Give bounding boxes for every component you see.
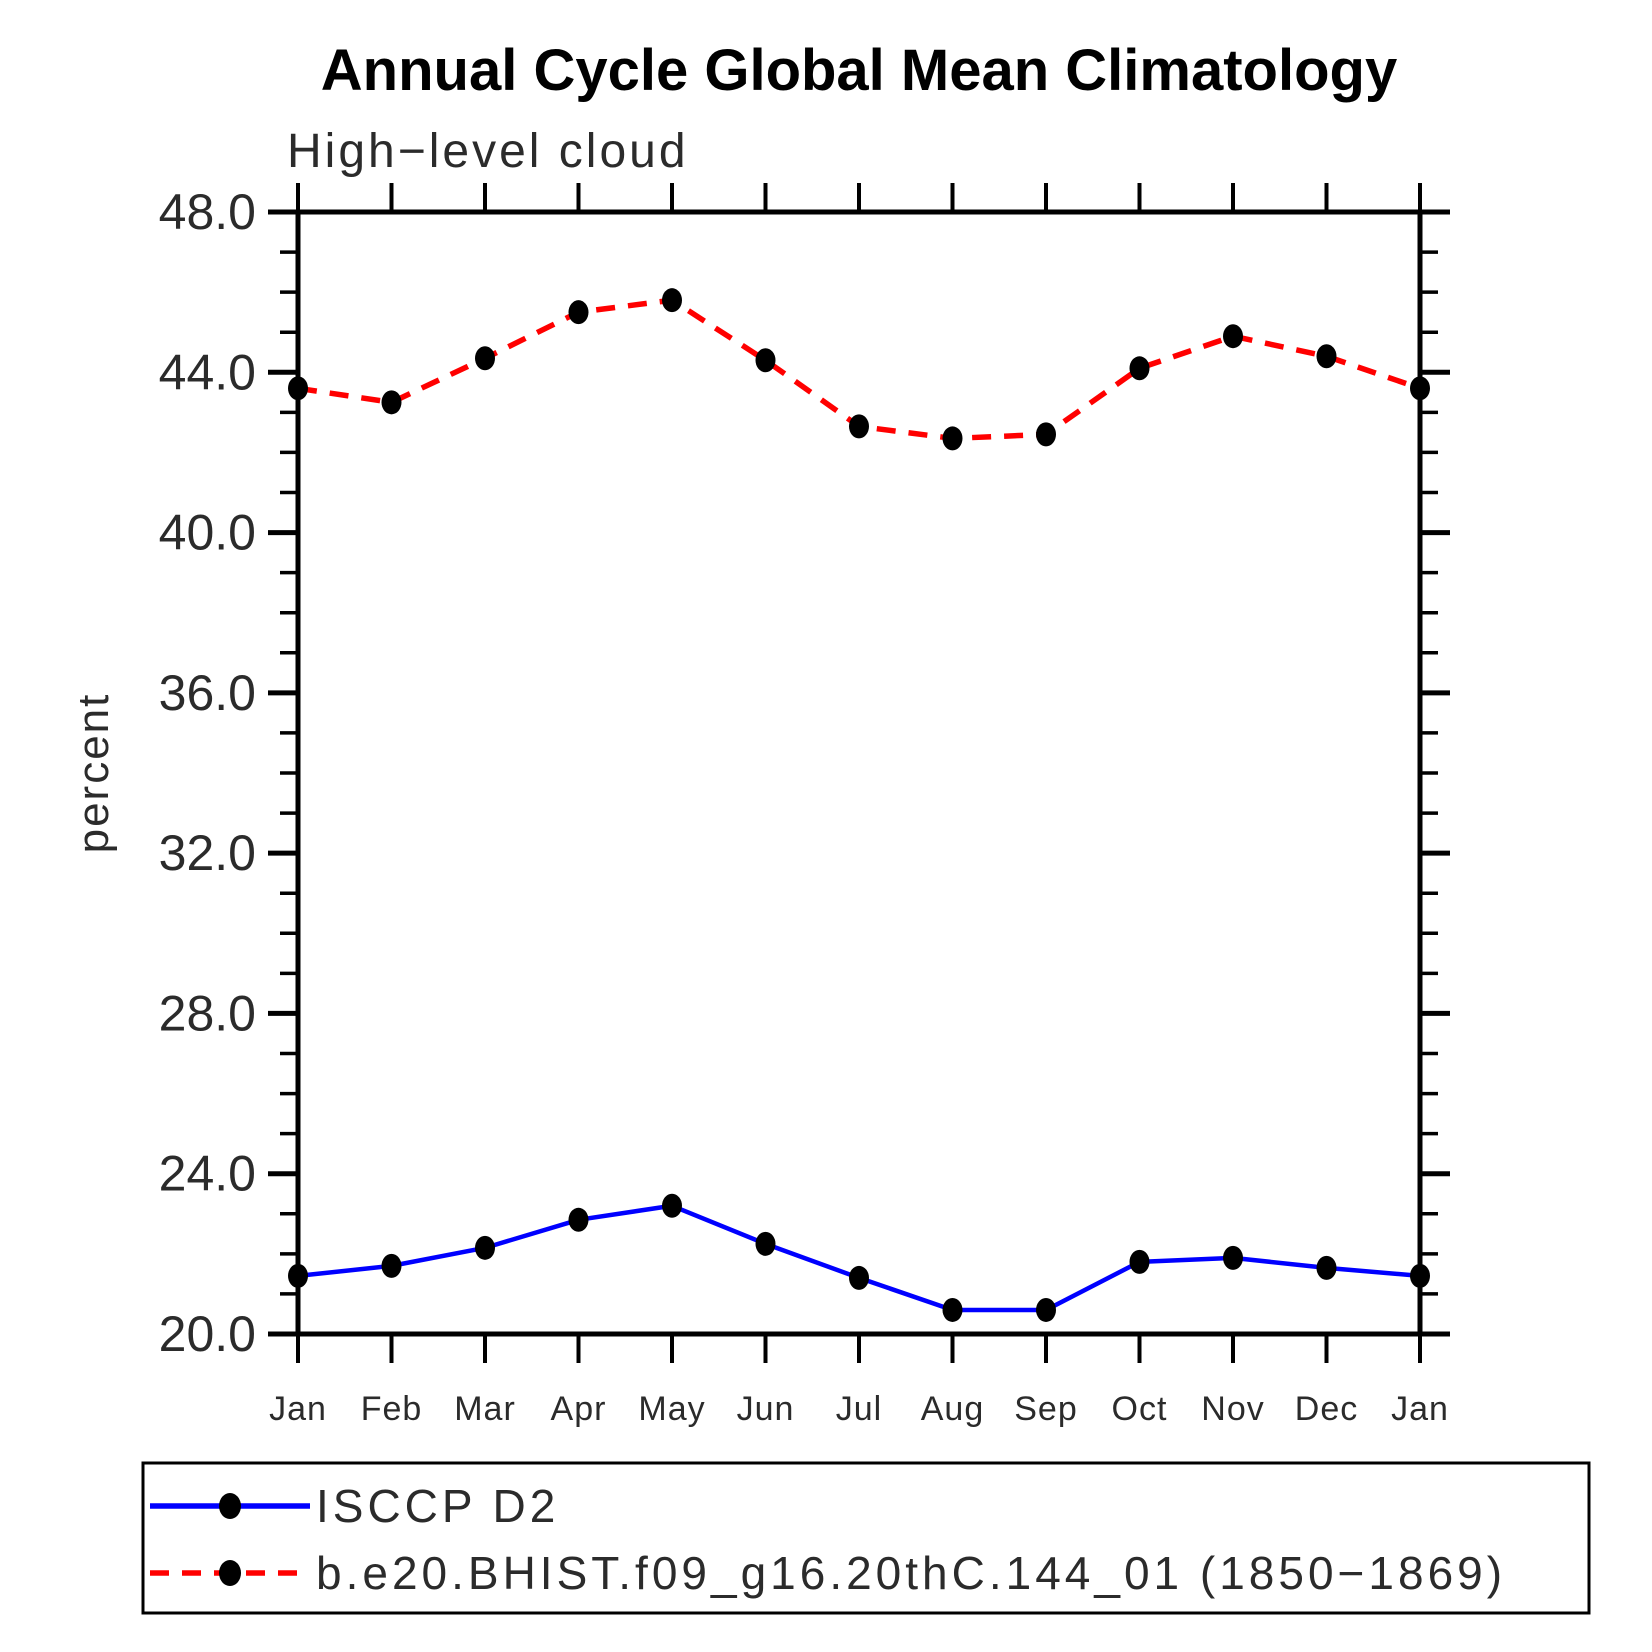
chart-subtitle: High−level cloud: [287, 125, 689, 178]
y-tick-label: 44.0: [159, 344, 256, 400]
data-point-marker: [381, 1253, 402, 1278]
legend-marker-circle-icon: [219, 1493, 241, 1519]
legend-marker-circle-icon: [219, 1560, 241, 1586]
y-tick-label: 36.0: [159, 665, 256, 721]
data-point-marker: [1316, 1255, 1337, 1280]
x-tick-label: Sep: [1014, 1390, 1078, 1428]
data-point-marker: [568, 1207, 589, 1232]
data-point-marker: [662, 288, 682, 313]
data-point-marker: [1129, 1249, 1150, 1274]
series-lines: [297, 297, 1421, 1313]
data-point-marker: [1223, 324, 1243, 349]
x-tick-labels: Jan Feb Mar Apr May Jun Jul Aug Sep Oct Nov Dec Jan: [269, 1390, 1449, 1428]
x-tick-label: May: [638, 1390, 705, 1428]
data-point-marker: [755, 1231, 776, 1256]
axes: [268, 183, 1450, 1363]
data-point-marker: [1129, 356, 1150, 381]
data-point-marker: [755, 348, 776, 373]
legend-border: [141, 1461, 1591, 1615]
x-tick-label: Mar: [454, 1390, 516, 1428]
x-tick-label: Dec: [1295, 1390, 1358, 1428]
data-point-marker: [662, 1193, 682, 1218]
x-tick-label: Jan: [269, 1390, 327, 1428]
data-point-marker: [849, 414, 869, 439]
legend-item-model: b.e20.BHIST.f09_g16.20thC.144_01 (1850−1…: [150, 1547, 1506, 1599]
data-point-marker: [1316, 344, 1337, 369]
data-point-marker: [1036, 422, 1056, 447]
y-tick-label: 24.0: [159, 1146, 256, 1202]
series-markers: [288, 288, 1430, 1322]
data-point-marker: [288, 376, 308, 401]
x-tick-label: Jan: [1391, 1390, 1449, 1428]
data-point-marker: [1410, 1263, 1430, 1288]
x-tick-label: Nov: [1201, 1390, 1264, 1428]
data-point-marker: [568, 300, 589, 325]
data-point-marker: [475, 346, 495, 371]
data-point-marker: [942, 1297, 963, 1322]
data-point-marker: [849, 1265, 869, 1290]
x-tick-label: Oct: [1112, 1390, 1168, 1428]
data-point-marker: [475, 1235, 495, 1260]
x-tick-label: Apr: [551, 1390, 607, 1428]
plot-border: [295, 209, 1423, 1337]
y-axis-label: percent: [69, 693, 118, 854]
data-point-marker: [1410, 376, 1430, 401]
data-point-marker: [1036, 1297, 1056, 1322]
x-tick-label: Jun: [737, 1390, 795, 1428]
series-line-0: [297, 1203, 1421, 1313]
y-tick-label: 48.0: [159, 184, 256, 240]
legend-label-model: b.e20.BHIST.f09_g16.20thC.144_01 (1850−1…: [316, 1547, 1506, 1599]
data-point-marker: [1223, 1245, 1243, 1270]
data-point-marker: [381, 390, 402, 415]
legend-label-isccp: ISCCP D2: [316, 1480, 559, 1532]
y-tick-labels: 48.0 44.0 40.0 36.0 32.0 28.0 24.0 20.0: [159, 184, 256, 1362]
x-tick-label: Jul: [836, 1390, 882, 1428]
chart-title: Annual Cycle Global Mean Climatology: [321, 38, 1397, 103]
y-tick-label: 28.0: [159, 985, 256, 1041]
legend: ISCCP D2 b.e20.BHIST.f09_g16.20thC.144_0…: [141, 1461, 1591, 1615]
data-point-marker: [288, 1263, 308, 1288]
y-tick-label: 40.0: [159, 505, 256, 561]
x-tick-label: Aug: [921, 1390, 985, 1428]
legend-item-isccp: ISCCP D2: [150, 1480, 559, 1532]
y-tick-label: 32.0: [159, 825, 256, 881]
x-tick-label: Feb: [361, 1390, 423, 1428]
data-point-marker: [942, 426, 963, 451]
y-tick-label: 20.0: [159, 1306, 256, 1362]
